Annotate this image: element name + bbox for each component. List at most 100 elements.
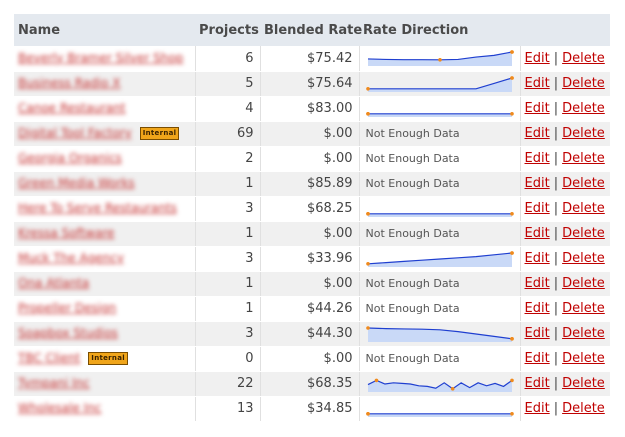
delete-link[interactable]: Delete (562, 401, 605, 416)
table-row: Georgia Organics 2 $.00 Not Enough Data Edit… (14, 146, 610, 172)
sparkline-area (367, 113, 512, 117)
delete-link[interactable]: Delete (562, 50, 605, 66)
edit-link[interactable]: Edit (524, 251, 550, 266)
edit-link[interactable]: Edit (524, 176, 550, 191)
action-separator: | (553, 76, 559, 91)
client-name-link[interactable]: Green Media Works (18, 176, 135, 190)
row-actions: Edit | Delete (520, 171, 610, 197)
rate-direction-cell: Not Enough Data (359, 121, 521, 147)
projects-count: 2 (195, 146, 261, 172)
blended-rate: $44.30 (260, 321, 360, 347)
edit-link[interactable]: Edit (524, 126, 550, 141)
edit-link[interactable]: Edit (524, 151, 550, 166)
sparkline-area (367, 327, 512, 342)
delete-link[interactable]: Delete (562, 376, 605, 391)
row-actions: Edit | Delete (520, 396, 610, 422)
client-name-link[interactable]: Beverly Bramer Silver Shop (18, 50, 184, 65)
sparkline-max-dot (509, 75, 514, 80)
client-name-link[interactable]: Tympani Inc (18, 376, 90, 390)
sparkline-area (367, 52, 512, 67)
delete-link[interactable]: Delete (562, 251, 605, 266)
sparkline-max-dot (509, 50, 514, 55)
rate-sparkline (365, 111, 514, 117)
delete-link[interactable]: Delete (562, 151, 605, 166)
table-row: Soapbox Studios 3 $44.30 Edit | Delete (14, 321, 610, 347)
table-header-row: Name Projects Blended Rate Rate Directio… (14, 14, 610, 46)
delete-link[interactable]: Delete (562, 276, 605, 291)
rate-direction-cell (359, 96, 521, 122)
client-name-link[interactable]: Soapbox Studios (18, 326, 118, 340)
sparkline-end-dot (509, 411, 514, 416)
rate-sparkline (367, 50, 514, 67)
table-row: Digital Tool Factory Internal 69 $.00 Not En… (14, 121, 610, 147)
table-row: Ona Atlanta 1 $.00 Not Enough Data Edit | Dele… (14, 271, 610, 297)
client-name-cell: Beverly Bramer Silver Shop (14, 46, 196, 72)
sparkline-min-dot (365, 111, 370, 116)
client-name-link[interactable]: Kressa Software (18, 226, 115, 240)
blended-rate: $68.25 (260, 196, 360, 222)
client-name-link[interactable]: Digital Tool Factory (18, 126, 132, 140)
edit-link[interactable]: Edit (524, 276, 550, 291)
rate-sparkline (365, 325, 514, 342)
delete-link[interactable]: Delete (562, 126, 605, 141)
edit-link[interactable]: Edit (524, 376, 550, 391)
clients-table-container: Name Projects Blended Rate Rate Directio… (14, 14, 610, 422)
client-name-link[interactable]: Muck The Agency (18, 251, 124, 265)
client-name-cell: Ona Atlanta (14, 271, 196, 297)
edit-link[interactable]: Edit (524, 201, 550, 216)
client-name-link[interactable]: Canoe Restaurant (18, 101, 126, 115)
column-header-projects[interactable]: Projects (199, 22, 259, 38)
projects-count: 0 (195, 346, 261, 372)
delete-link[interactable]: Delete (562, 76, 605, 91)
client-name-link[interactable]: Propeller Design (18, 301, 117, 315)
edit-link[interactable]: Edit (524, 326, 550, 341)
row-actions: Edit | Delete (520, 221, 610, 247)
delete-link[interactable]: Delete (562, 176, 605, 191)
column-header-name[interactable]: Name (18, 22, 61, 38)
row-actions: Edit | Delete (520, 321, 610, 347)
edit-link[interactable]: Edit (524, 76, 550, 91)
client-name-link[interactable]: Ona Atlanta (18, 276, 90, 290)
edit-link[interactable]: Edit (524, 301, 550, 316)
sparkline-min-dot (509, 336, 514, 341)
delete-link[interactable]: Delete (562, 101, 605, 116)
edit-link[interactable]: Edit (524, 351, 550, 366)
client-name-link[interactable]: TBC Client (18, 351, 81, 365)
edit-link[interactable]: Edit (524, 101, 550, 116)
delete-link[interactable]: Delete (562, 351, 605, 366)
delete-link[interactable]: Delete (562, 226, 605, 241)
edit-link[interactable]: Edit (524, 401, 550, 416)
sparkline-line (367, 379, 512, 390)
sparkline-max-dot (365, 325, 370, 330)
rate-direction-cell: Not Enough Data (359, 171, 521, 197)
sparkline-min-dot (365, 211, 370, 216)
row-actions: Edit | Delete (520, 371, 610, 397)
projects-count: 1 (195, 271, 261, 297)
rate-sparkline (365, 250, 514, 267)
delete-link[interactable]: Delete (562, 301, 605, 316)
blended-rate: $85.89 (260, 171, 360, 197)
client-name-link[interactable]: Wholesale Inc (18, 401, 102, 415)
client-name-link[interactable]: Georgia Organics (18, 151, 122, 165)
blended-rate: $34.85 (260, 396, 360, 422)
sparkline-end-dot (509, 211, 514, 216)
blended-rate: $.00 (260, 146, 360, 172)
client-name-cell: Digital Tool Factory Internal (14, 121, 196, 147)
action-separator: | (553, 401, 559, 416)
client-name-link[interactable]: Here To Serve Restaurants (18, 201, 177, 215)
edit-link[interactable]: Edit (524, 50, 550, 66)
sparkline-min-dot (365, 411, 370, 416)
delete-link[interactable]: Delete (562, 326, 605, 341)
sparkline-line (367, 251, 512, 264)
column-header-blended-rate[interactable]: Blended Rate (264, 22, 363, 38)
table-row: Kressa Software 1 $.00 Not Enough Data Edit |… (14, 221, 610, 247)
table-row: Muck The Agency 3 $33.96 Edit | Delete (14, 246, 610, 272)
table-row: Canoe Restaurant 4 $83.00 Edit | Delete (14, 96, 610, 122)
edit-link[interactable]: Edit (524, 226, 550, 241)
client-name-link[interactable]: Business Radio X (18, 76, 121, 90)
blended-rate: $.00 (260, 271, 360, 297)
sparkline-max-dot (509, 250, 514, 255)
rate-direction-cell (359, 46, 521, 72)
blended-rate: $44.26 (260, 296, 360, 322)
delete-link[interactable]: Delete (562, 201, 605, 216)
